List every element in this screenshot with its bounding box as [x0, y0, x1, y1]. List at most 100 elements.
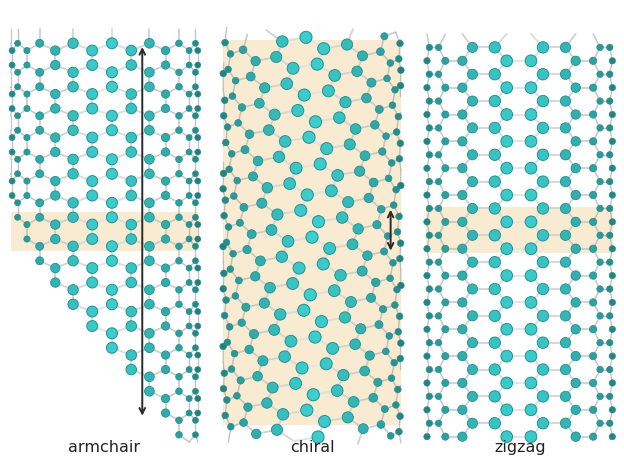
Circle shape	[260, 83, 270, 93]
Circle shape	[467, 392, 477, 401]
Circle shape	[597, 420, 603, 426]
Circle shape	[239, 46, 247, 53]
Circle shape	[340, 97, 351, 108]
Circle shape	[245, 130, 254, 139]
Circle shape	[107, 125, 117, 136]
Circle shape	[87, 219, 98, 230]
Circle shape	[525, 162, 537, 174]
Circle shape	[384, 232, 391, 239]
Circle shape	[186, 47, 192, 53]
Circle shape	[590, 433, 597, 440]
Circle shape	[232, 292, 239, 299]
Circle shape	[590, 138, 597, 145]
Circle shape	[24, 106, 30, 112]
Circle shape	[590, 326, 597, 333]
Circle shape	[145, 111, 154, 120]
Circle shape	[9, 193, 15, 199]
Circle shape	[329, 70, 341, 81]
Circle shape	[51, 220, 60, 229]
Circle shape	[9, 134, 15, 140]
Circle shape	[307, 389, 319, 401]
Circle shape	[36, 257, 44, 265]
Circle shape	[525, 243, 537, 254]
Circle shape	[145, 82, 154, 92]
Circle shape	[316, 316, 328, 328]
Circle shape	[231, 350, 238, 357]
Circle shape	[195, 323, 201, 329]
Circle shape	[51, 263, 60, 273]
Circle shape	[607, 71, 613, 78]
Circle shape	[366, 293, 376, 302]
Circle shape	[328, 285, 340, 297]
Circle shape	[395, 113, 402, 120]
Circle shape	[176, 345, 182, 351]
Circle shape	[360, 366, 369, 376]
Circle shape	[342, 412, 353, 423]
Circle shape	[238, 319, 245, 326]
Circle shape	[68, 299, 78, 310]
Circle shape	[285, 335, 297, 347]
Circle shape	[228, 366, 235, 372]
Circle shape	[377, 421, 385, 428]
Circle shape	[176, 286, 182, 293]
Circle shape	[560, 203, 570, 213]
Circle shape	[426, 339, 432, 346]
Circle shape	[162, 104, 170, 113]
Circle shape	[590, 379, 597, 386]
Circle shape	[391, 302, 398, 308]
Circle shape	[426, 205, 432, 212]
Circle shape	[560, 311, 570, 321]
Circle shape	[397, 182, 404, 189]
Circle shape	[354, 166, 365, 176]
Circle shape	[501, 377, 512, 389]
Circle shape	[126, 306, 137, 317]
Circle shape	[292, 105, 304, 116]
Circle shape	[397, 40, 403, 47]
Circle shape	[332, 170, 343, 181]
Circle shape	[162, 46, 170, 55]
Circle shape	[68, 169, 78, 179]
Circle shape	[227, 51, 234, 57]
Circle shape	[607, 259, 613, 266]
Circle shape	[501, 82, 512, 93]
Circle shape	[227, 324, 233, 330]
Circle shape	[442, 299, 449, 306]
Circle shape	[24, 134, 30, 140]
Circle shape	[525, 82, 537, 93]
Circle shape	[312, 431, 324, 443]
Circle shape	[396, 313, 403, 320]
Circle shape	[14, 113, 21, 119]
Circle shape	[376, 48, 384, 56]
Circle shape	[489, 149, 500, 160]
Circle shape	[590, 111, 597, 118]
Circle shape	[221, 370, 228, 377]
Circle shape	[341, 39, 353, 50]
Circle shape	[162, 307, 170, 316]
Circle shape	[145, 328, 154, 338]
Circle shape	[571, 110, 580, 119]
Circle shape	[195, 265, 201, 271]
Circle shape	[145, 285, 154, 295]
Circle shape	[560, 230, 570, 240]
Circle shape	[227, 266, 233, 272]
Circle shape	[162, 394, 170, 403]
Circle shape	[222, 97, 228, 104]
Circle shape	[436, 393, 442, 399]
Circle shape	[192, 113, 198, 119]
Circle shape	[525, 324, 537, 335]
Circle shape	[243, 246, 251, 254]
Circle shape	[560, 123, 570, 133]
Circle shape	[458, 110, 467, 119]
Circle shape	[225, 66, 232, 73]
Bar	[426, 207, 613, 253]
Circle shape	[162, 279, 170, 287]
Circle shape	[609, 246, 616, 252]
Circle shape	[192, 171, 198, 177]
Circle shape	[87, 306, 98, 317]
Circle shape	[424, 58, 430, 64]
Circle shape	[442, 165, 449, 172]
Circle shape	[228, 424, 234, 430]
Circle shape	[262, 182, 273, 193]
Circle shape	[317, 258, 329, 270]
Circle shape	[365, 351, 374, 360]
